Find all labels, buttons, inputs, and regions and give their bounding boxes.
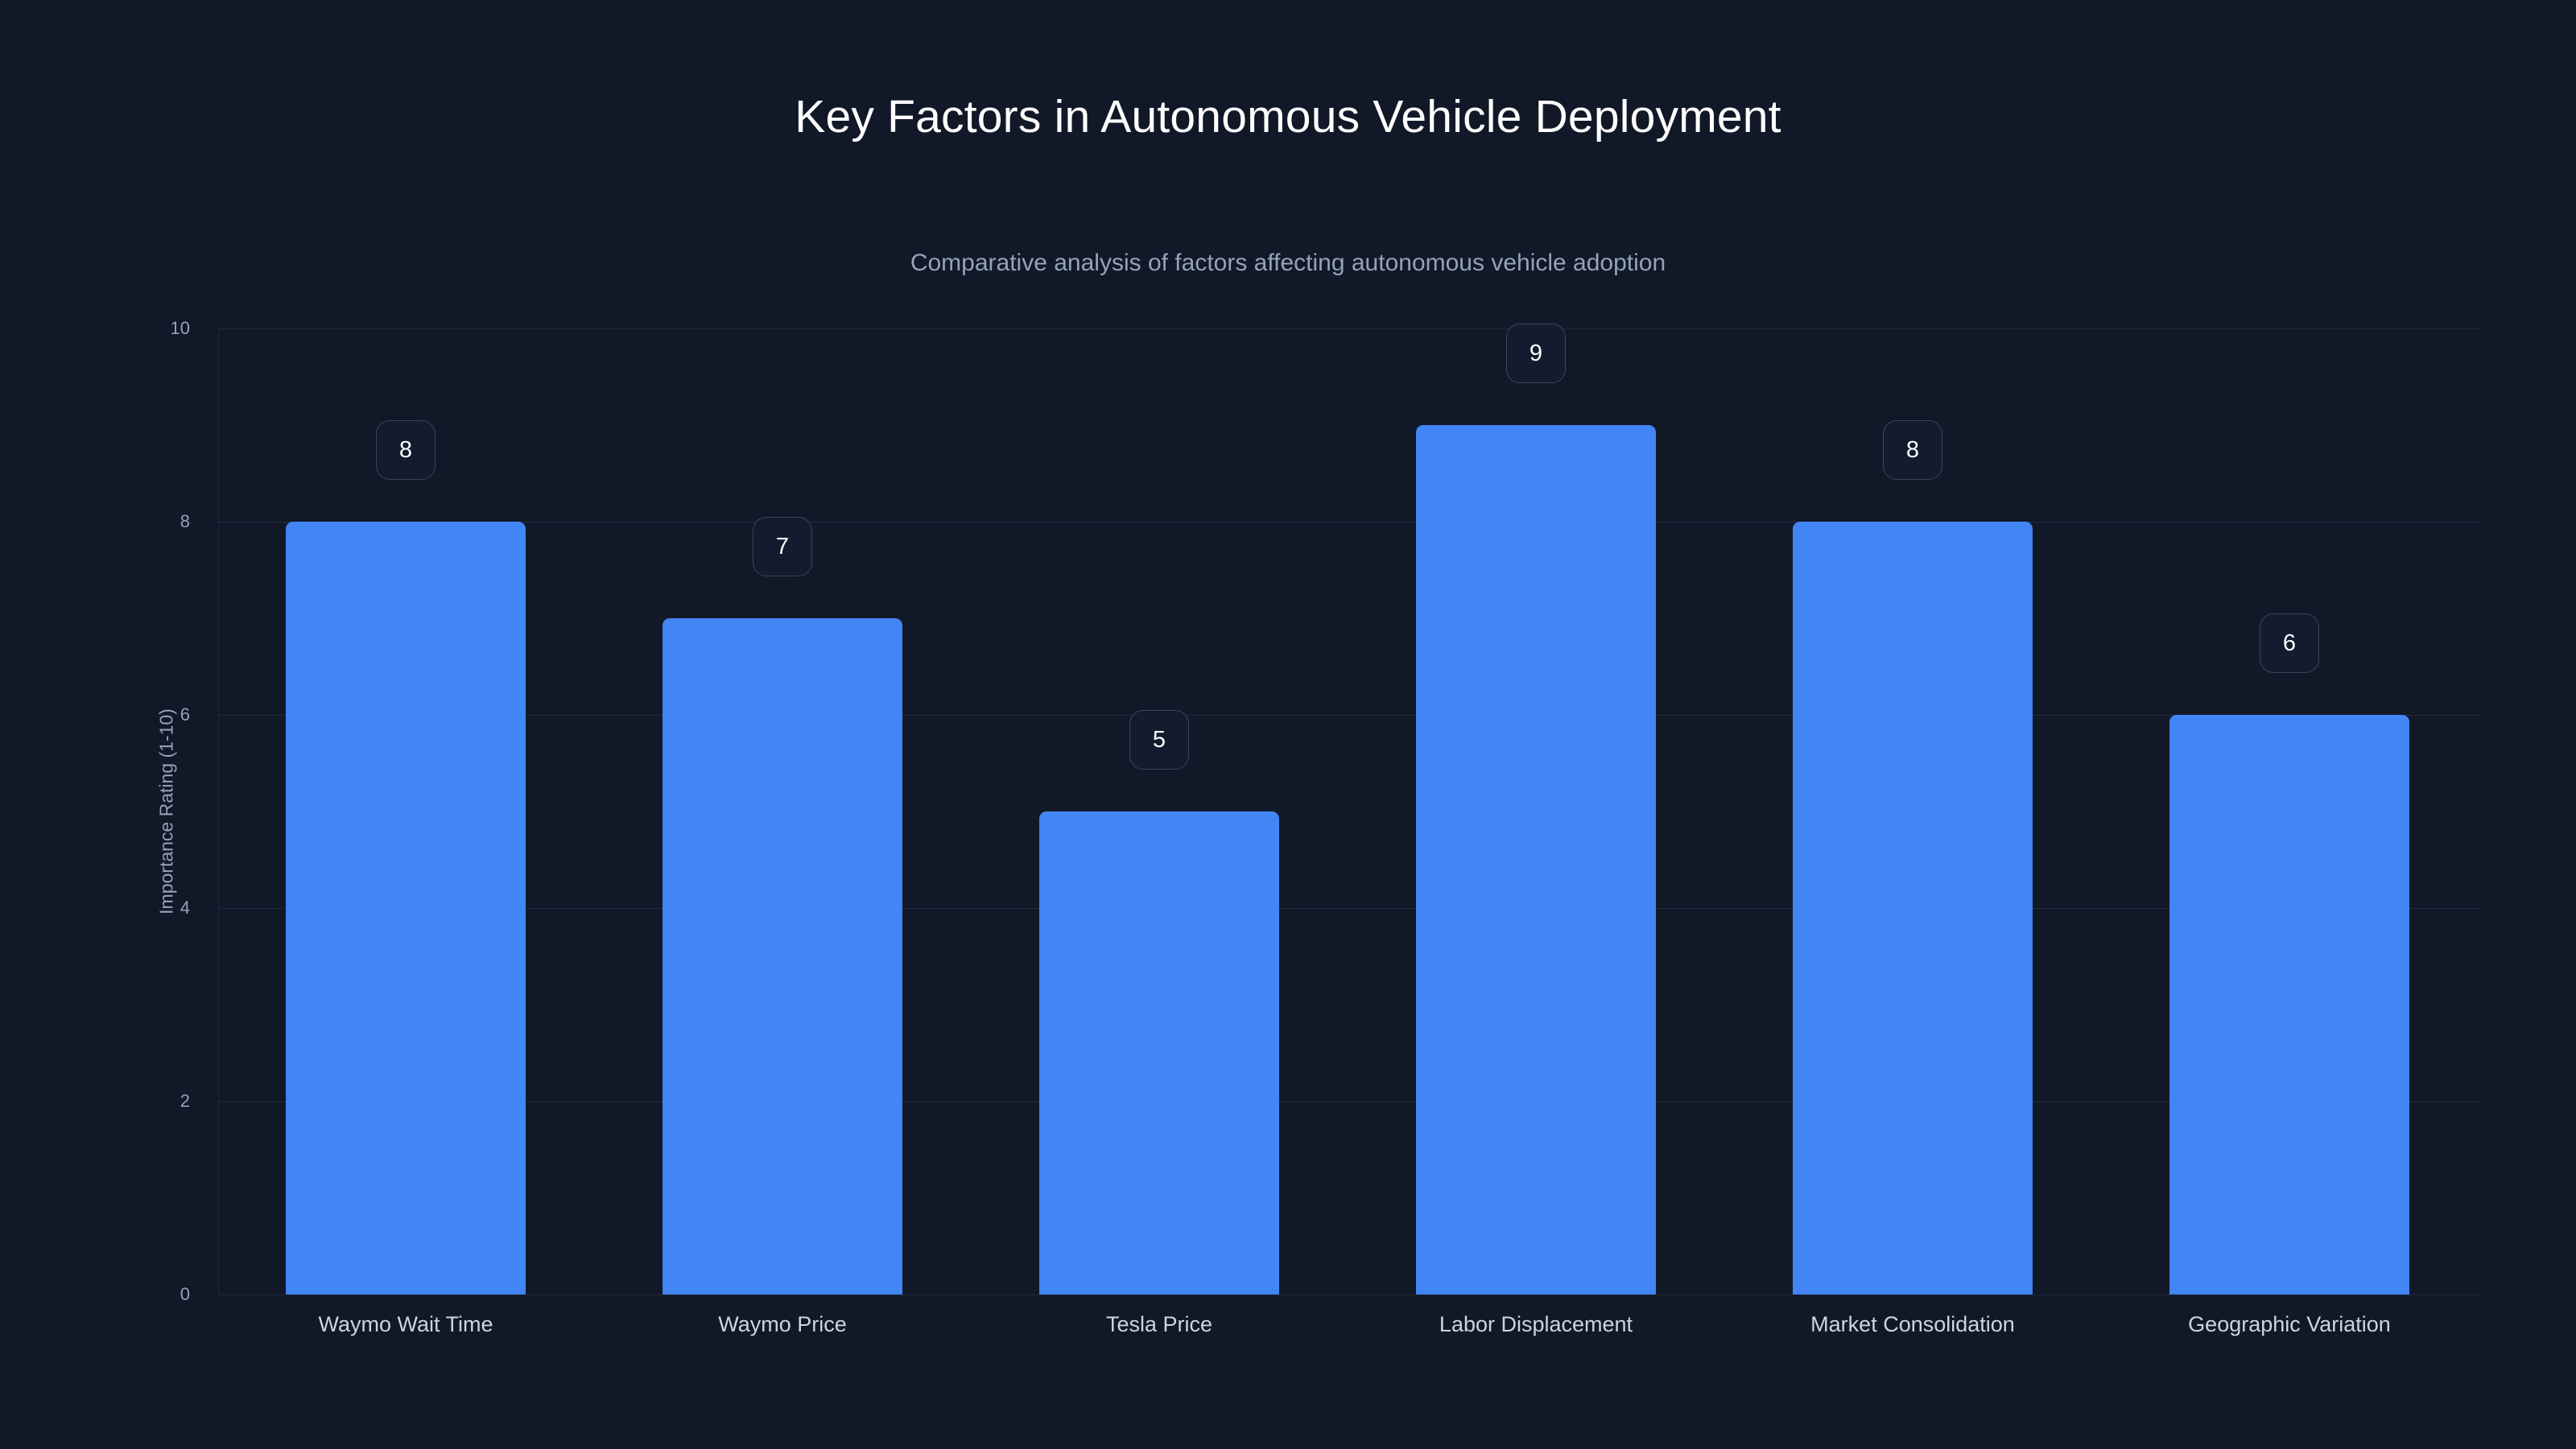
x-axis-tick-label: Waymo Wait Time bbox=[318, 1312, 493, 1336]
x-axis-tick-label: Geographic Variation bbox=[2188, 1312, 2391, 1336]
x-axis-tick-label: Tesla Price bbox=[1105, 1312, 1213, 1336]
chart-subtitle: Comparative analysis of factors affectin… bbox=[910, 250, 1666, 276]
bar[interactable] bbox=[1039, 811, 1279, 1294]
bar[interactable] bbox=[1416, 425, 1656, 1294]
bar[interactable] bbox=[2169, 715, 2409, 1294]
bar[interactable] bbox=[663, 618, 902, 1294]
gridline bbox=[218, 908, 2479, 909]
page-title: Key Factors in Autonomous Vehicle Deploy… bbox=[795, 91, 1781, 142]
plot-area: Importance Rating (1-10) 0 2 4 6 8 10 8 7 5 9 8 6 bbox=[156, 320, 2479, 1303]
y-axis-tick-label: 10 bbox=[170, 318, 190, 338]
gridline bbox=[218, 328, 2479, 329]
bar-value-badge: 9 bbox=[1506, 324, 1566, 383]
y-axis-tick-label: 4 bbox=[180, 898, 190, 918]
bar-value-badge: 8 bbox=[1883, 420, 1942, 480]
bar[interactable] bbox=[286, 522, 526, 1294]
bar[interactable] bbox=[1793, 522, 2033, 1294]
y-axis-title: Importance Rating (1-10) bbox=[155, 708, 177, 914]
gridline bbox=[218, 1294, 2479, 1295]
y-axis-tick-label: 6 bbox=[180, 704, 190, 724]
x-axis-tick-label: Market Consolidation bbox=[1810, 1312, 2015, 1336]
y-axis-tick-label: 2 bbox=[180, 1091, 190, 1111]
y-axis-rule bbox=[218, 328, 219, 1294]
gridline bbox=[218, 1101, 2479, 1102]
bar-value-badge: 5 bbox=[1129, 710, 1189, 770]
bar-value-badge: 8 bbox=[376, 420, 436, 480]
y-axis-tick-label: 8 bbox=[180, 511, 190, 531]
bar-value-badge: 7 bbox=[753, 517, 812, 576]
x-axis-tick-label: Waymo Price bbox=[718, 1312, 847, 1336]
y-axis-tick-label: 0 bbox=[180, 1284, 190, 1304]
x-axis-tick-label: Labor Displacement bbox=[1439, 1312, 1633, 1336]
gridline bbox=[218, 715, 2479, 716]
bar-value-badge: 6 bbox=[2260, 613, 2319, 673]
